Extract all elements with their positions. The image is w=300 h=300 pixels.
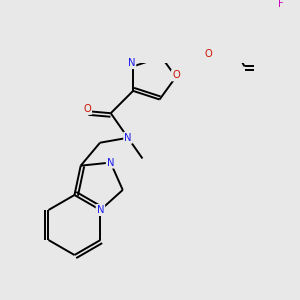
Text: O: O (83, 104, 91, 114)
Text: N: N (107, 158, 114, 168)
Text: O: O (205, 50, 212, 59)
Text: O: O (172, 70, 180, 80)
Text: N: N (97, 205, 104, 215)
Text: N: N (128, 58, 135, 68)
Text: F: F (278, 0, 284, 8)
Text: N: N (124, 133, 132, 143)
